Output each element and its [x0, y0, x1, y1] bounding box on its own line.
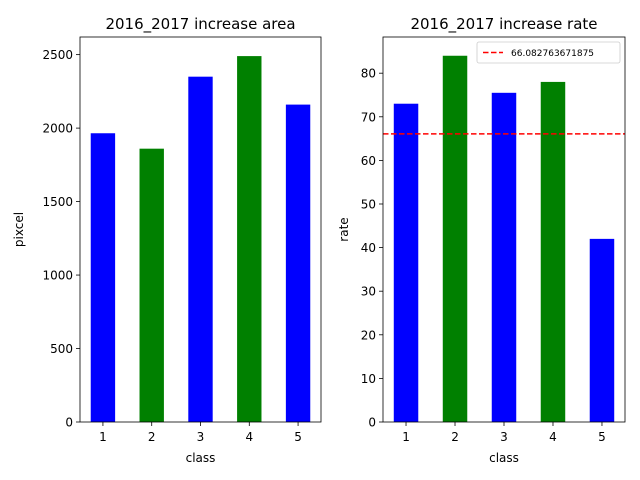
x-tick-label: 1: [99, 430, 107, 444]
legend-box: [476, 41, 621, 64]
chart-1: 1 2 3 4 5 0 500 1000 1500 2000 2500 2016_2017 incre…: [12, 15, 322, 465]
legend-label: 66.082763671875: [511, 49, 594, 59]
bar-1: [393, 103, 419, 423]
y-tick-label: 70: [361, 110, 376, 124]
y-tick-label: 0: [65, 416, 73, 430]
y-tick-label: 0: [368, 416, 376, 430]
bar-4: [540, 81, 566, 422]
y-tick-label: 40: [361, 241, 376, 255]
bar-3: [188, 76, 213, 423]
bar-2: [442, 55, 468, 422]
x-tick-label: 4: [245, 430, 253, 444]
x-axis-label: class: [186, 451, 216, 465]
axes-frame: [382, 36, 626, 423]
x-tick-label: 4: [549, 430, 557, 444]
y-tick-label: 1000: [42, 269, 73, 283]
bar-3: [491, 92, 517, 422]
bar-2: [139, 148, 164, 422]
chart-title: 2016_2017 increase area: [105, 15, 295, 34]
axes-frame: [79, 36, 322, 423]
x-tick-label: 3: [500, 430, 508, 444]
bar-4: [237, 56, 262, 422]
y-tick-label: 60: [361, 154, 376, 168]
y-tick-label: 20: [361, 328, 376, 342]
x-axis-label: class: [489, 451, 519, 465]
y-tick-label: 2000: [42, 122, 73, 136]
bar-5: [589, 238, 615, 422]
chart-title: 2016_2017 increase rate: [410, 15, 597, 34]
x-tick-label: 2: [451, 430, 459, 444]
x-tick-label: 3: [197, 430, 205, 444]
y-tick-label: 10: [361, 372, 376, 386]
legend: 66.082763671875: [476, 41, 621, 64]
y-axis-label: rate: [337, 217, 351, 241]
x-tick-label: 1: [402, 430, 410, 444]
y-tick-label: 500: [50, 342, 73, 356]
y-tick-label: 30: [361, 285, 376, 299]
y-tick-label: 50: [361, 197, 376, 211]
bar-5: [285, 104, 311, 422]
x-tick-label: 5: [294, 430, 302, 444]
y-tick-label: 80: [361, 67, 376, 81]
x-tick-label: 2: [148, 430, 156, 444]
x-tick-label: 5: [598, 430, 606, 444]
y-tick-label: 1500: [42, 195, 73, 209]
bar-1: [90, 133, 116, 422]
y-axis-label: pixcel: [12, 212, 26, 247]
y-tick-label: 2500: [42, 48, 73, 62]
